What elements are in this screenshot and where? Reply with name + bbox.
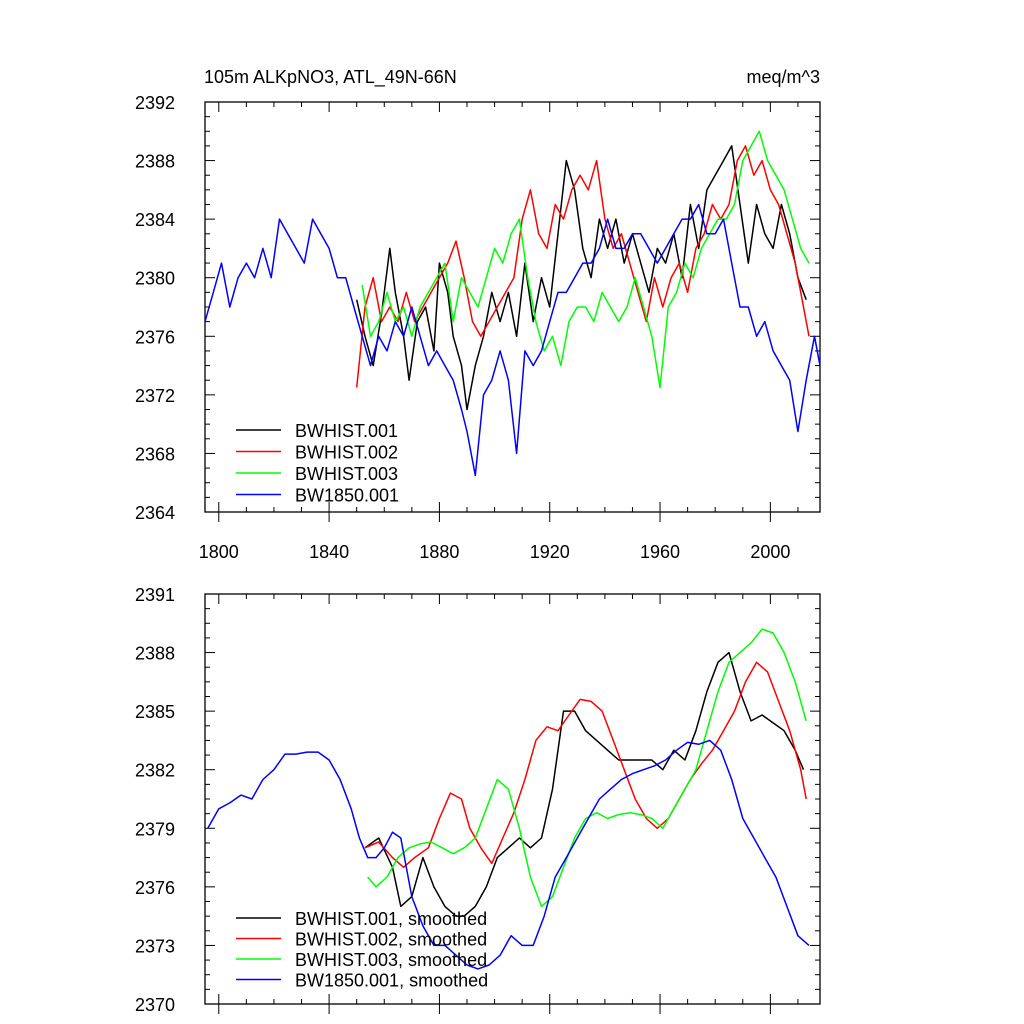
y-tick-label-2385: 2385 — [135, 702, 175, 722]
bottom-panel: 2370 2373 2376 2379 2382 2385 2388 2391 BWHIST.… — [135, 585, 821, 1015]
top-series-group — [204, 130, 821, 477]
y-tick-label-2373: 2373 — [135, 936, 175, 956]
x-tick-label-1840: 1840 — [309, 542, 349, 562]
legend-label: BWHIST.001 — [295, 421, 398, 441]
x-tick-label-1880: 1880 — [419, 542, 459, 562]
series-line-bw1850-001-smoothed — [207, 739, 810, 970]
y-tick-label-2376: 2376 — [135, 878, 175, 898]
series-line-bwhist-003 — [361, 130, 810, 389]
y-tick-label-2391: 2391 — [135, 585, 175, 605]
x-tick-label-2000: 2000 — [750, 542, 790, 562]
y-tick-label-2372: 2372 — [135, 386, 175, 406]
series-line-bwhist-001-smoothed — [364, 651, 805, 917]
y-tick-label-2376: 2376 — [135, 327, 175, 347]
top-chart-units: meq/m^3 — [747, 67, 820, 87]
y-tick-label-2388: 2388 — [135, 644, 175, 664]
x-tick-label-1960: 1960 — [640, 542, 680, 562]
top-chart-title: 105m ALKpNO3, ATL_49N-66N — [204, 67, 457, 88]
top-axis-ticks: 1800 1840 1880 1920 1960 2000 2364 2368 2372 2376… — [135, 93, 820, 562]
y-tick-label-2379: 2379 — [135, 819, 175, 839]
y-tick-label-2370: 2370 — [135, 995, 175, 1015]
x-tick-label-1920: 1920 — [530, 542, 570, 562]
series-line-bwhist-002 — [355, 145, 810, 388]
y-tick-label-2368: 2368 — [135, 444, 175, 464]
legend-label: BW1850.001, smoothed — [295, 971, 488, 991]
legend-label: BWHIST.001, smoothed — [295, 909, 487, 929]
legend-label: BWHIST.003 — [295, 464, 398, 484]
y-tick-label-2384: 2384 — [135, 210, 175, 230]
legend-label: BW1850.001 — [295, 486, 399, 506]
y-tick-label-2388: 2388 — [135, 152, 175, 172]
legend-label: BWHIST.002, smoothed — [295, 930, 487, 950]
legend-label: BWHIST.002 — [295, 443, 398, 463]
top-panel: 105m ALKpNO3, ATL_49N-66N meq/m^3 1800 18… — [135, 67, 821, 562]
series-line-bwhist-003-smoothed — [367, 628, 807, 908]
x-tick-label-1800: 1800 — [199, 542, 239, 562]
y-tick-label-2380: 2380 — [135, 269, 175, 289]
y-tick-label-2382: 2382 — [135, 761, 175, 781]
bottom-axis-ticks: 2370 2373 2376 2379 2382 2385 2388 2391 — [135, 585, 820, 1015]
y-tick-label-2392: 2392 — [135, 93, 175, 113]
bottom-series-group — [207, 628, 810, 970]
series-line-bwhist-002-smoothed — [364, 661, 807, 869]
series-line-bwhist-001 — [355, 145, 807, 411]
y-tick-label-2364: 2364 — [135, 503, 175, 523]
series-line-bw1850-001 — [204, 203, 821, 477]
legend-label: BWHIST.003, smoothed — [295, 950, 487, 970]
